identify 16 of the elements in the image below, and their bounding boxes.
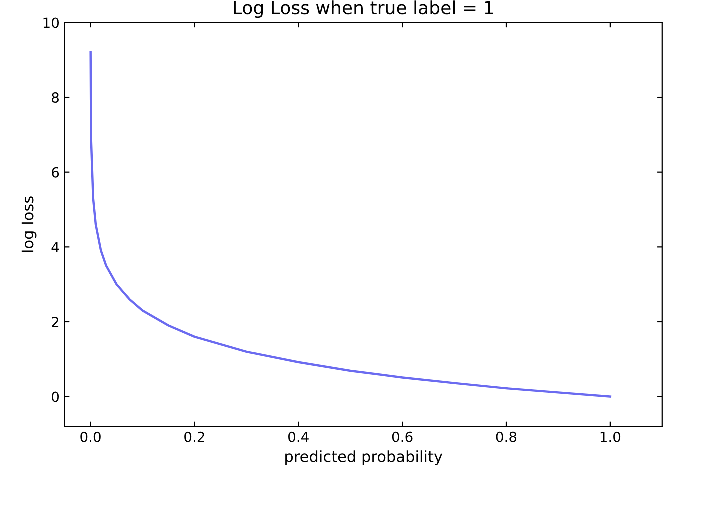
y-tick-label: 8 [52, 92, 59, 104]
y-axis-title: log loss [22, 196, 37, 252]
chart-title: Log Loss when true label = 1 [234, 0, 494, 18]
x-tick-label: 0.0 [80, 432, 101, 442]
x-tick-label: 0.6 [392, 432, 413, 442]
y-tick-label: 6 [52, 167, 60, 178]
x-tick-label: 0.2 [184, 432, 204, 442]
line-series [90, 52, 612, 398]
y-tick-label: 4 [52, 242, 60, 252]
x-tick-label: 1.0 [600, 432, 621, 442]
y-tick-label: 2 [52, 316, 59, 328]
x-tick-label: 0.8 [496, 432, 517, 442]
y-tick-label: 0 [52, 392, 60, 402]
x-tick-label: 0.4 [288, 432, 309, 442]
y-tick-label: 10 [44, 18, 60, 28]
x-axis-title: predicted probability [286, 450, 443, 466]
